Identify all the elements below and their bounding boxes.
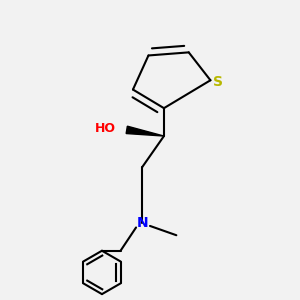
Text: HO: HO xyxy=(94,122,116,135)
Text: S: S xyxy=(213,75,223,89)
Polygon shape xyxy=(126,126,164,136)
Text: N: N xyxy=(136,216,148,230)
